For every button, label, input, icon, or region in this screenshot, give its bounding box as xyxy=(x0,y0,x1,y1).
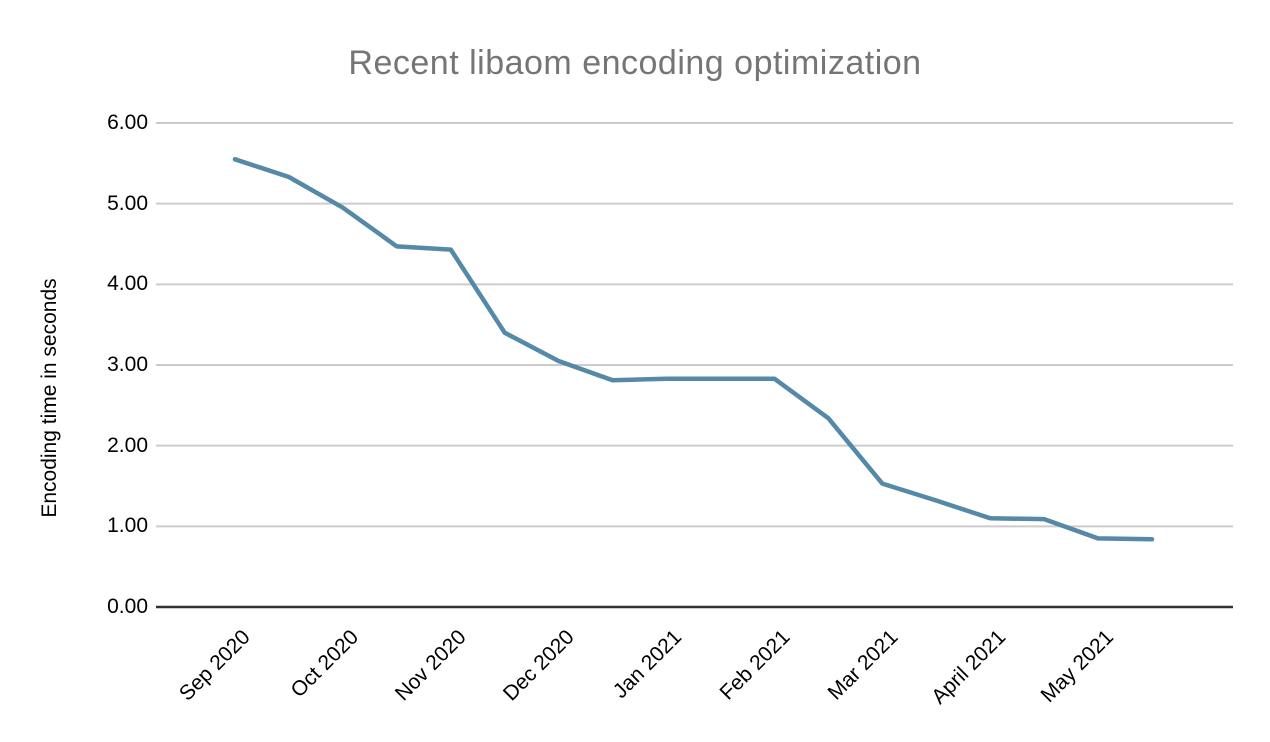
series-line xyxy=(232,157,1155,542)
y-tick-label: 2.00 xyxy=(107,433,148,457)
y-tick-label: 6.00 xyxy=(107,111,148,134)
y-tick-label: 4.00 xyxy=(107,272,148,296)
y-tick-label: 1.00 xyxy=(107,514,148,538)
y-tick-label: 0.00 xyxy=(107,595,148,618)
y-tick-label: 5.00 xyxy=(107,191,148,215)
y-tick-label: 3.00 xyxy=(107,353,148,376)
chart-title: Recent libaom encoding optimization xyxy=(348,44,922,82)
